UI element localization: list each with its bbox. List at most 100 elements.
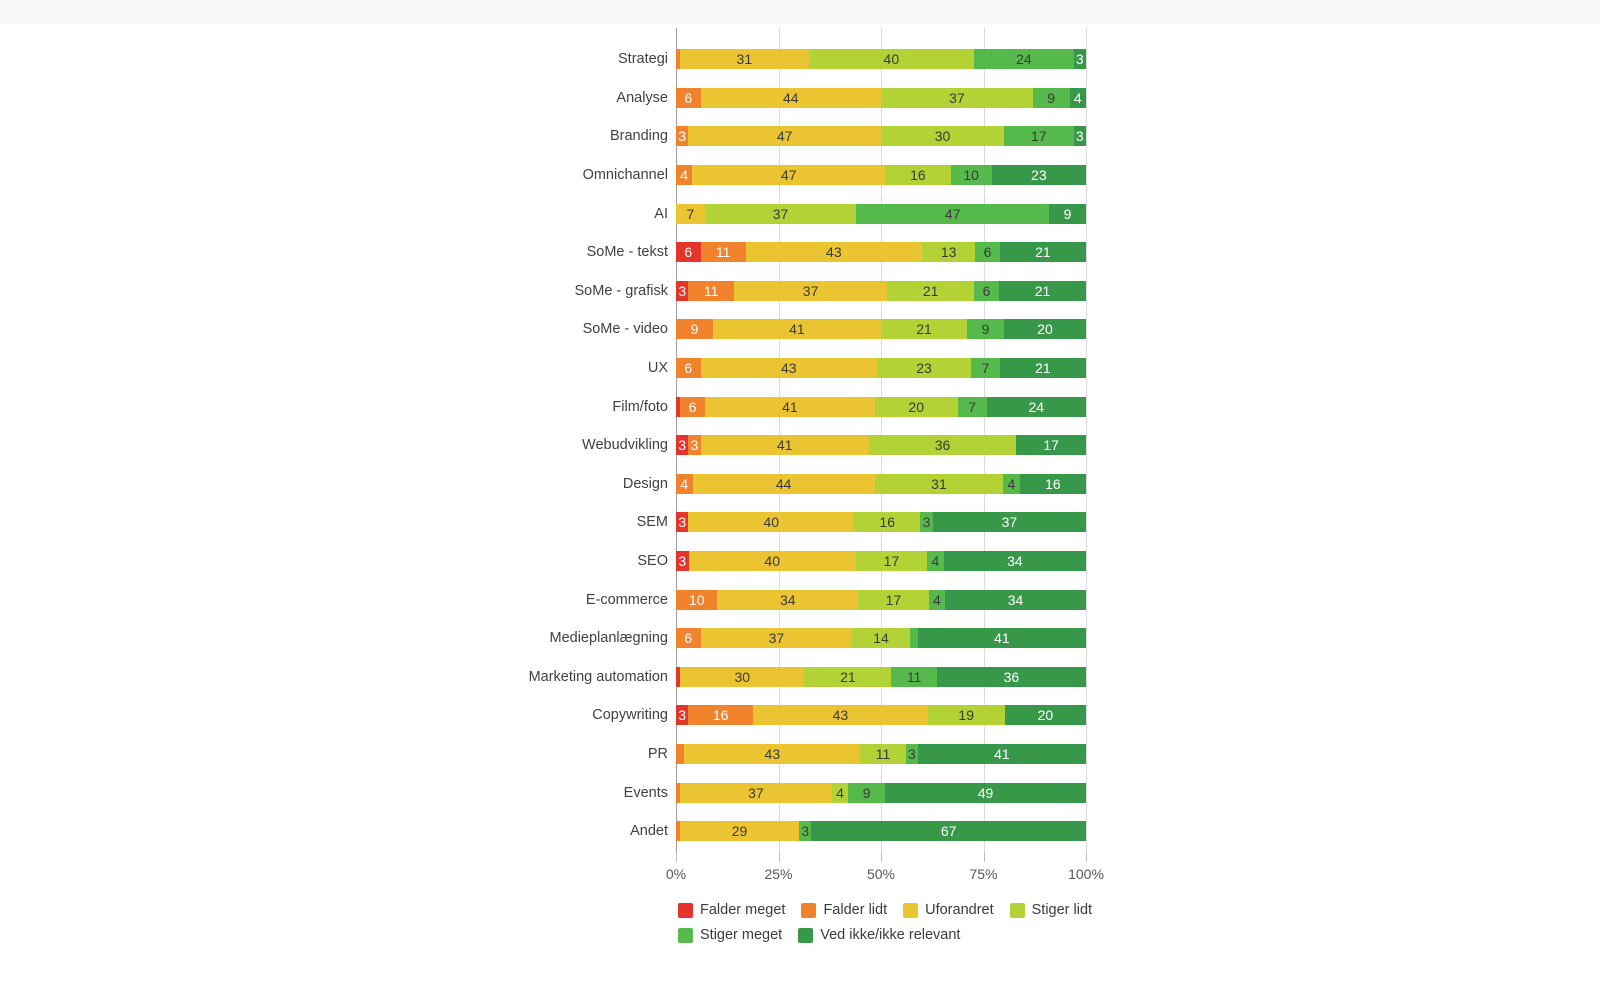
bar-segment: 30 xyxy=(680,666,805,687)
legend-label: Falder meget xyxy=(700,902,786,918)
bar-segment: 47 xyxy=(856,203,1050,224)
bar-segment: 43 xyxy=(745,242,922,263)
legend-swatch-icon xyxy=(798,927,814,943)
axis-tick-label: 50% xyxy=(866,866,896,882)
bar-segment: 49 xyxy=(885,782,1086,803)
bar-segment: 37 xyxy=(704,203,857,224)
stacked-bar: 6 41 20 7 24 xyxy=(676,396,1086,417)
bar-segment: 17 xyxy=(1003,126,1074,147)
bar-segment: 6 xyxy=(676,628,701,649)
bar-segment: 17 xyxy=(1016,435,1086,456)
category-label: Branding xyxy=(609,128,668,145)
category-label: E-commerce xyxy=(585,591,668,608)
x-axis-ticks xyxy=(676,852,1087,862)
bar-segment: 4 xyxy=(1003,473,1020,494)
bar-row: Webudvikling 3 3 41 36 17 xyxy=(336,426,1086,465)
stacked-bar: 31 40 24 3 xyxy=(676,49,1086,70)
stacked-bar: 6 43 23 7 21 xyxy=(676,358,1086,379)
bar-segment: 3 xyxy=(1073,49,1086,70)
category-label: PR xyxy=(647,745,668,762)
bar-segment: 3 xyxy=(676,126,689,147)
axis-tick xyxy=(983,852,985,862)
stacked-bar: 9 41 21 9 20 xyxy=(676,319,1086,340)
axis-tick xyxy=(676,852,677,862)
background-tint xyxy=(0,0,1600,24)
bar-segment: 23 xyxy=(876,358,972,379)
category-label: AI xyxy=(654,205,668,222)
category-label: UX xyxy=(647,360,668,377)
bar-segment: 3 xyxy=(905,743,918,764)
bar-segment: 40 xyxy=(808,49,975,70)
bar-row: Events 37 4 9 49 xyxy=(336,773,1086,812)
bar-segment: 41 xyxy=(700,435,869,456)
bar-segment: 9 xyxy=(967,319,1004,340)
bar-segment: 31 xyxy=(874,473,1004,494)
bar-segment: 10 xyxy=(950,165,992,186)
axis-tick xyxy=(881,852,882,862)
bar-segment: 7 xyxy=(676,203,705,224)
bar-segment: 9 xyxy=(1032,87,1070,108)
stacked-bar: 3 40 17 4 34 xyxy=(676,551,1086,572)
category-label: Omnichannel xyxy=(582,167,668,184)
stacked-bar: 30 21 11 36 xyxy=(676,666,1086,687)
axis-tick-label: 25% xyxy=(764,866,793,882)
bar-segment: 4 xyxy=(831,782,849,803)
bar-segment xyxy=(909,628,918,649)
bar-row: AI 7 37 47 9 xyxy=(336,194,1086,233)
bar-segment: 11 xyxy=(700,242,746,263)
category-label: Analyse xyxy=(616,89,668,106)
bar-row: UX 6 43 23 7 21 xyxy=(336,349,1086,388)
legend-item: Falder meget xyxy=(678,902,785,918)
bar-segment: 6 xyxy=(676,87,701,108)
bar-segment xyxy=(676,782,681,803)
bar-row: Medieplanlægning 6 37 14 41 xyxy=(336,619,1086,658)
bar-segment: 6 xyxy=(676,242,701,263)
bar-segment: 11 xyxy=(688,280,734,301)
bar-row: SEM 3 40 16 3 37 xyxy=(336,503,1086,542)
bar-segment: 3 xyxy=(1073,126,1086,147)
bar-row: Copywriting 3 16 43 19 20 xyxy=(336,696,1086,735)
bar-segment: 21 xyxy=(999,280,1086,301)
category-label: Design xyxy=(622,475,668,492)
bar-segment: 37 xyxy=(880,87,1033,108)
bar-segment: 9 xyxy=(676,319,713,340)
bar-row: Film/foto 6 41 20 7 24 xyxy=(336,387,1086,426)
category-label: Events xyxy=(623,784,668,801)
bar-segment xyxy=(676,666,681,687)
bar-segment: 19 xyxy=(927,705,1005,726)
bar-segment: 6 xyxy=(676,358,701,379)
category-label: Copywriting xyxy=(592,707,668,724)
bar-segment: 16 xyxy=(688,705,754,726)
legend-item: Uforandret xyxy=(903,902,994,918)
bar-row: PR 43 11 3 41 xyxy=(336,735,1086,774)
bar-segment: 41 xyxy=(917,743,1086,764)
bar-segment: 4 xyxy=(676,473,693,494)
axis-tick-label: 0% xyxy=(665,866,687,882)
legend-swatch-icon xyxy=(678,902,693,918)
bar-segment: 24 xyxy=(974,49,1074,70)
category-label: Marketing automation xyxy=(528,668,668,685)
axis-tick xyxy=(1086,852,1087,862)
legend-swatch-icon xyxy=(801,902,817,918)
stacked-bar: 3 16 43 19 20 xyxy=(676,705,1086,726)
category-label: SEO xyxy=(637,553,668,570)
bar-segment: 20 xyxy=(1003,319,1086,340)
stacked-bar: 43 11 3 41 xyxy=(676,743,1086,764)
bar-segment: 3 xyxy=(688,435,701,456)
bar-segment: 3 xyxy=(676,705,689,726)
gridline-100% xyxy=(1086,28,1087,852)
legend-row: Falder meget Falder lidt Uforandret Stiger … xyxy=(678,902,1158,918)
bar-segment: 7 xyxy=(957,396,987,417)
bar-segment: 47 xyxy=(692,165,886,186)
legend-item: Stiger lidt xyxy=(1009,902,1092,918)
bar-segment xyxy=(676,821,681,842)
stacked-bar: 4 47 16 10 23 xyxy=(676,165,1086,186)
bar-segment: 40 xyxy=(688,512,855,533)
bar-row: Strategi 31 40 24 3 xyxy=(336,40,1086,79)
bar-segment: 40 xyxy=(688,551,856,572)
axis-tick-label: 75% xyxy=(969,866,998,882)
bar-row: Omnichannel 4 47 16 10 23 xyxy=(336,156,1086,195)
bar-segment: 11 xyxy=(860,743,906,764)
bar-segment: 14 xyxy=(852,628,910,649)
bar-row: Marketing automation 30 21 11 36 xyxy=(336,658,1086,697)
